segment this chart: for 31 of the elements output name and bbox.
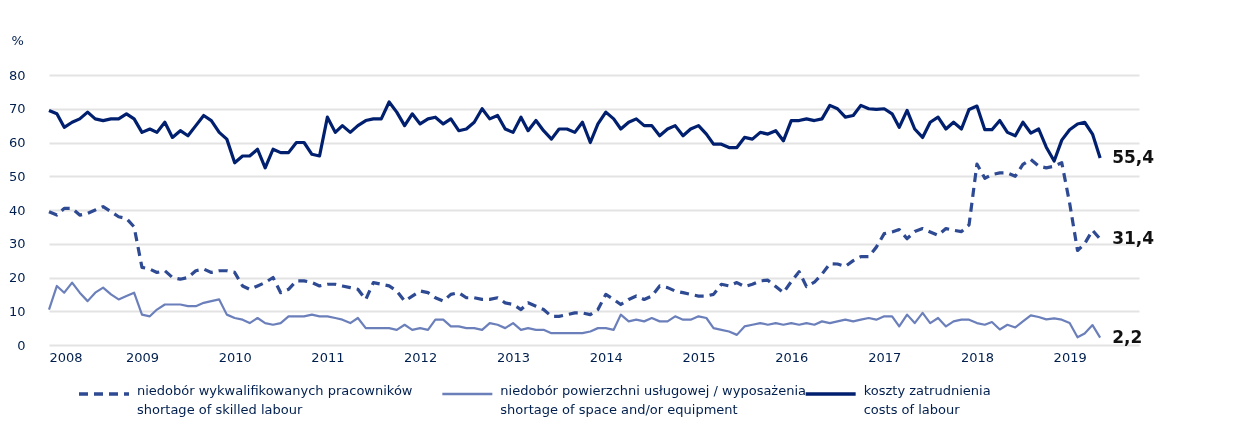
line-series xyxy=(47,281,1102,339)
x-tick-label: 2016 xyxy=(775,349,809,365)
y-tick-label: 60 xyxy=(8,135,26,150)
x-tick-label: 2011 xyxy=(311,349,345,365)
y-tick-label: 30 xyxy=(8,236,26,252)
x-tick-label: 2008 xyxy=(49,349,83,365)
x-tick-label: 2009 xyxy=(125,349,160,365)
annotation: 55,4 xyxy=(1112,147,1155,168)
x-tick-label: 2014 xyxy=(589,349,623,365)
x-tick-label: 2012 xyxy=(404,349,438,365)
x-tick-label: 2017 xyxy=(868,349,902,365)
y-tick-label: 80 xyxy=(8,67,26,83)
y-tick-label: 70 xyxy=(8,101,26,117)
y-tick-label: 0 xyxy=(17,337,26,353)
y-tick-label: 50 xyxy=(8,168,26,184)
y-tick-label: 10 xyxy=(8,303,26,319)
annotation: 2,2 xyxy=(1112,326,1143,347)
y-tick-label: 40 xyxy=(8,202,26,218)
y-axis-title: % xyxy=(11,32,24,48)
y-tick-label: 20 xyxy=(8,270,26,285)
annotation: 31,4 xyxy=(1112,228,1155,249)
legend-label: koszty zatrudnienia costs of labour xyxy=(863,383,991,417)
x-tick-label: 2019 xyxy=(1053,349,1087,365)
x-tick-label: 2018 xyxy=(960,349,994,365)
x-tick-label: 2015 xyxy=(682,349,716,365)
line-series xyxy=(47,157,1102,318)
legend-label: niedobór powierzchni usługowej / wyposażenia shortage of space and/or equipment xyxy=(500,383,807,417)
line-series xyxy=(47,100,1102,170)
x-tick-label: 2010 xyxy=(218,349,252,365)
x-tick-label: 2013 xyxy=(497,349,531,365)
legend-label: niedobór wykwalifikowanych pracowników shortage of skilled labour xyxy=(137,383,413,417)
